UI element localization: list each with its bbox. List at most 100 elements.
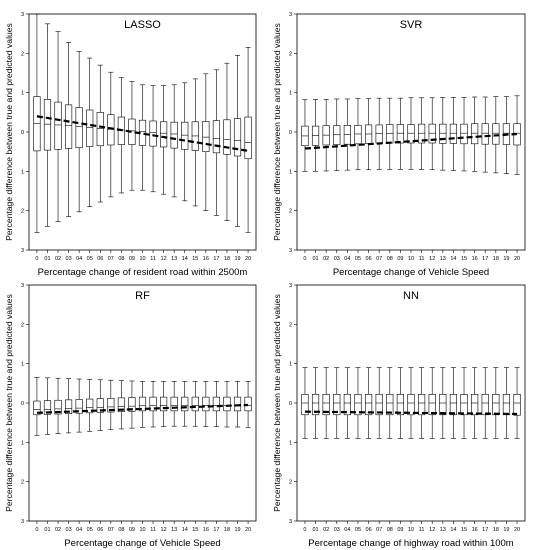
box-10	[407, 97, 415, 170]
x-tick-label: 03	[66, 256, 72, 262]
x-tick-label: 17	[482, 256, 488, 262]
y-tick-label: 2	[289, 51, 292, 57]
x-tick-label: 13	[171, 527, 177, 533]
box-17	[212, 69, 220, 216]
box-iqr	[481, 394, 489, 416]
box-0	[33, 377, 41, 436]
x-tick-label: 0	[303, 256, 306, 262]
box-10	[407, 367, 415, 439]
box-12	[428, 367, 436, 439]
x-tick-label: 06	[366, 256, 372, 262]
box-05	[354, 98, 362, 171]
box-17	[481, 96, 489, 173]
box-13	[439, 97, 447, 171]
x-tick-label: 09	[397, 527, 403, 533]
x-tick-label: 05	[355, 256, 361, 262]
box-iqr	[181, 396, 189, 412]
y-tick-label: 2	[21, 51, 24, 57]
x-tick-label: 07	[108, 256, 114, 262]
y-tick-label: 0	[21, 130, 24, 136]
x-axis-label: Percentage change of resident road withi…	[38, 267, 248, 278]
x-tick-label: 13	[440, 527, 446, 533]
box-iqr	[233, 118, 242, 157]
box-02	[322, 99, 330, 172]
box-20	[513, 367, 521, 439]
box-14	[181, 381, 189, 427]
box-iqr	[244, 116, 252, 160]
y-tick-label: 2	[21, 480, 24, 486]
box-iqr	[107, 114, 115, 146]
x-tick-label: 12	[161, 527, 167, 533]
x-tick-label: 16	[203, 527, 209, 533]
box-iqr	[418, 394, 426, 416]
box-06	[96, 379, 104, 431]
box-14	[181, 82, 189, 202]
x-tick-label: 19	[234, 256, 240, 262]
y-tick-label: 3	[289, 12, 292, 18]
x-tick-label: 17	[482, 527, 488, 533]
x-tick-label: 0	[35, 256, 38, 262]
box-iqr	[311, 394, 320, 416]
box-iqr	[492, 394, 500, 416]
box-11	[418, 367, 426, 439]
x-tick-label: 02	[323, 527, 329, 533]
box-04	[75, 378, 83, 433]
x-tick-label: 15	[192, 527, 198, 533]
box-15	[460, 97, 468, 172]
x-tick-label: 04	[344, 527, 350, 533]
y-tick-label: 3	[21, 248, 24, 254]
x-tick-label: 08	[387, 527, 393, 533]
y-tick-label: 3	[21, 519, 24, 525]
x-tick-label: 06	[97, 527, 103, 533]
box-iqr	[233, 396, 242, 412]
box-iqr	[375, 394, 383, 416]
box-iqr	[223, 119, 231, 155]
x-tick-label: 14	[182, 256, 188, 262]
x-tick-label: 18	[493, 527, 499, 533]
box-08	[117, 380, 125, 430]
y-tick-label: 2	[289, 322, 292, 328]
box-iqr	[33, 400, 41, 416]
box-08	[386, 367, 394, 439]
x-tick-label: 08	[118, 256, 124, 262]
x-tick-label: 20	[245, 256, 251, 262]
x-tick-label: 06	[366, 527, 372, 533]
y-tick-label: 1	[21, 440, 24, 446]
box-0	[33, 13, 41, 233]
x-tick-label: 08	[387, 256, 393, 262]
x-tick-label: 16	[203, 256, 209, 262]
x-tick-label: 05	[87, 527, 93, 533]
box-iqr	[170, 396, 178, 412]
y-tick-label: 0	[21, 401, 24, 407]
box-17	[212, 381, 220, 427]
box-15	[460, 367, 468, 439]
box-16	[471, 367, 479, 439]
x-tick-label: 01	[312, 527, 318, 533]
box-iqr	[364, 394, 373, 416]
box-iqr	[460, 394, 468, 416]
box-05	[86, 57, 94, 208]
x-tick-label: 02	[55, 527, 61, 533]
box-iqr	[65, 399, 73, 414]
y-tick-label: 3	[289, 519, 292, 525]
x-tick-label: 05	[355, 527, 361, 533]
box-04	[75, 51, 83, 213]
box-02	[54, 31, 62, 222]
box-iqr	[343, 394, 351, 416]
y-axis-label: Percentage difference between true and p…	[272, 294, 282, 512]
box-iqr	[75, 399, 83, 414]
chart-title: NN	[403, 290, 419, 302]
box-iqr	[170, 121, 178, 149]
x-tick-label: 07	[376, 256, 382, 262]
x-tick-label: 15	[192, 256, 198, 262]
x-tick-label: 12	[161, 256, 167, 262]
box-11	[418, 97, 426, 170]
box-iqr	[471, 394, 479, 416]
x-tick-label: 11	[419, 527, 425, 533]
box-iqr	[407, 124, 415, 144]
box-06	[364, 98, 373, 171]
box-12	[428, 97, 436, 171]
box-01	[311, 367, 320, 439]
x-tick-label: 04	[344, 256, 350, 262]
box-iqr	[439, 123, 447, 144]
